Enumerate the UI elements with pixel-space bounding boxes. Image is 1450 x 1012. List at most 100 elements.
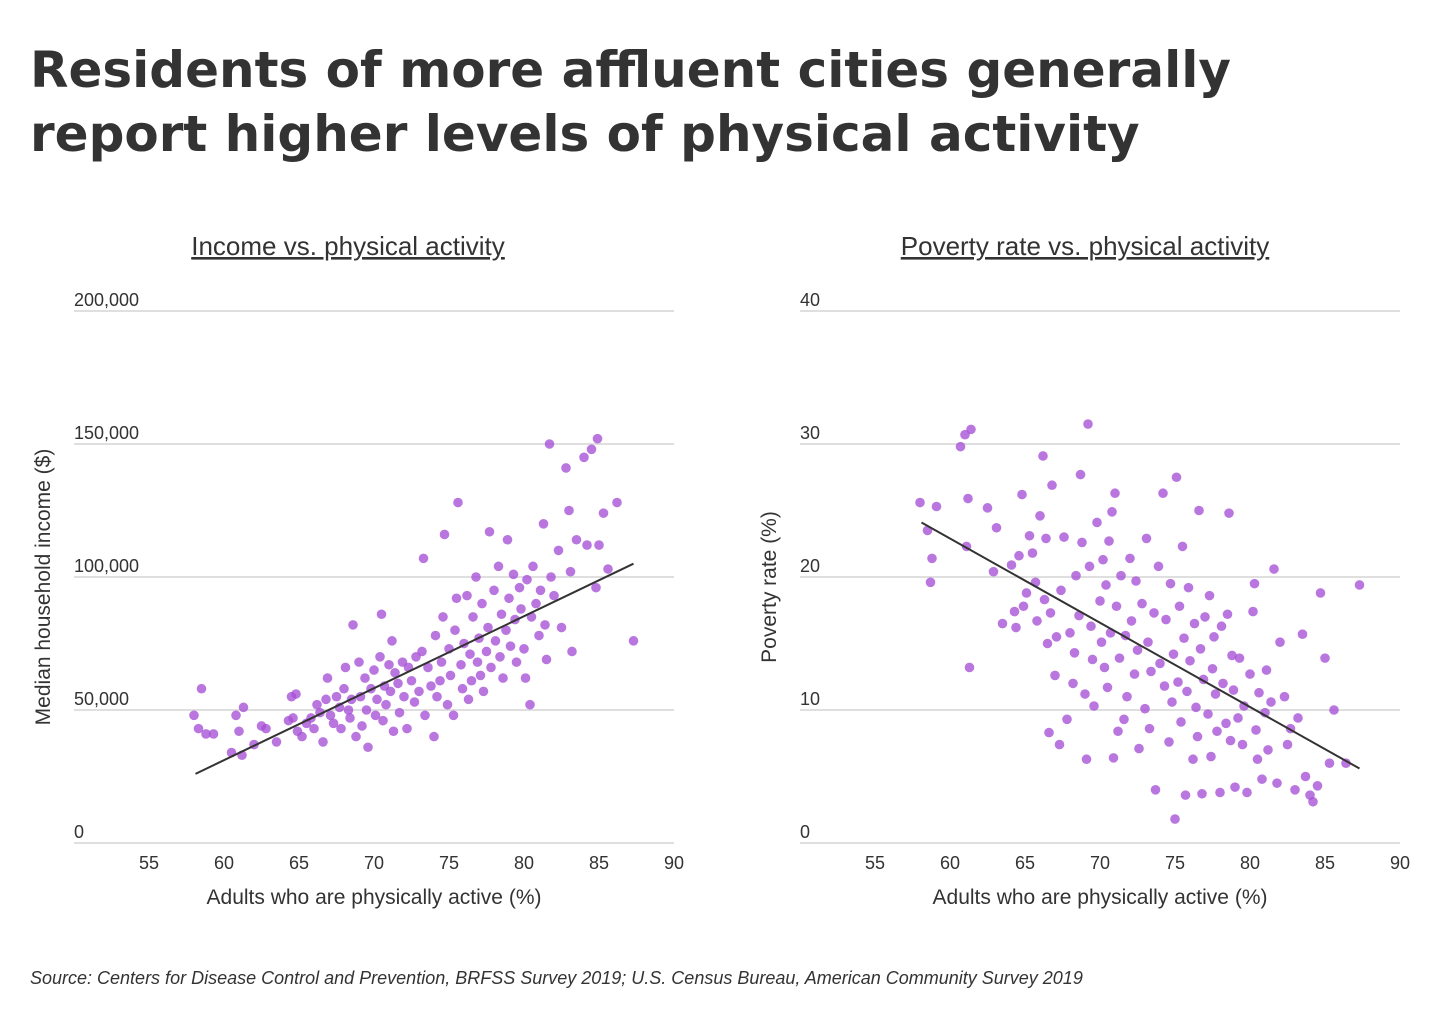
data-point: [1035, 511, 1045, 521]
data-point: [1188, 754, 1198, 765]
data-point: [1146, 666, 1156, 677]
data-point: [525, 699, 535, 710]
x-tick-label: 65: [289, 853, 309, 873]
data-point: [531, 598, 541, 609]
data-point: [553, 545, 564, 556]
data-point: [505, 641, 516, 651]
data-point: [1261, 665, 1272, 675]
data-point: [339, 683, 349, 694]
y-tick-label: 20: [800, 556, 820, 576]
data-point: [1051, 632, 1062, 642]
source-note: Source: Centers for Disease Control and …: [30, 968, 1083, 988]
data-point: [234, 726, 244, 737]
data-point: [435, 675, 445, 686]
data-point: [964, 662, 975, 673]
data-point: [598, 508, 609, 518]
data-point: [343, 705, 354, 715]
data-point: [406, 675, 417, 686]
data-point: [1161, 614, 1171, 625]
data-point: [1225, 735, 1236, 746]
data-point: [1320, 653, 1330, 663]
data-point: [1206, 751, 1216, 762]
data-point: [586, 444, 597, 455]
data-point: [481, 646, 492, 657]
data-point: [1312, 781, 1323, 791]
data-point: [1134, 743, 1144, 754]
data-point: [1263, 745, 1273, 755]
data-point: [927, 553, 937, 564]
data-point: [561, 463, 571, 473]
data-point: [423, 662, 433, 673]
data-point: [363, 742, 373, 753]
x-axis-label: Adults who are physically active (%): [207, 886, 542, 909]
data-point: [189, 710, 199, 721]
data-point: [351, 731, 361, 742]
data-point: [564, 505, 574, 516]
x-tick-label: 85: [1315, 853, 1335, 873]
data-point: [451, 593, 462, 604]
data-point: [541, 654, 552, 665]
data-point: [325, 710, 336, 721]
data-point: [1279, 691, 1290, 702]
data-point: [1168, 649, 1179, 659]
data-point: [502, 534, 513, 545]
data-point: [1054, 739, 1065, 750]
data-point: [1179, 633, 1189, 643]
data-point: [1071, 570, 1081, 581]
data-point: [1116, 570, 1126, 581]
data-point: [538, 519, 549, 529]
data-point: [915, 497, 925, 508]
data-point: [1222, 609, 1233, 620]
data-point: [931, 501, 942, 512]
data-point: [475, 670, 486, 681]
data-point: [501, 625, 511, 635]
data-point: [1215, 787, 1225, 798]
data-point: [1155, 658, 1165, 669]
data-point: [1195, 644, 1206, 654]
data-point: [331, 691, 342, 702]
data-point: [463, 694, 474, 705]
data-point: [322, 673, 333, 683]
data-point: [534, 630, 544, 641]
data-point: [1269, 564, 1279, 574]
data-point: [477, 598, 487, 609]
data-point: [457, 683, 468, 694]
data-point: [1092, 517, 1102, 528]
data-point: [438, 612, 448, 622]
x-tick-label: 60: [214, 853, 234, 873]
data-point: [1210, 689, 1221, 699]
data-point: [1297, 629, 1308, 639]
data-point: [519, 644, 529, 654]
data-point: [483, 622, 493, 633]
data-point: [1266, 697, 1276, 707]
data-point: [1042, 638, 1053, 649]
data-point: [1047, 480, 1057, 491]
data-point: [535, 585, 546, 596]
y-tick-label: 10: [800, 689, 820, 709]
data-point: [1096, 637, 1107, 647]
chart-title: Poverty rate vs. physical activity: [901, 231, 1269, 261]
data-point: [378, 715, 388, 726]
data-point: [1045, 608, 1056, 618]
x-tick-label: 75: [439, 853, 459, 873]
data-point: [1182, 686, 1192, 697]
data-point: [409, 697, 420, 707]
data-point: [414, 686, 424, 697]
data-point: [393, 678, 403, 689]
data-point: [1293, 713, 1303, 723]
data-point: [1207, 663, 1218, 674]
data-point: [1084, 561, 1095, 572]
data-point: [1218, 678, 1228, 689]
data-point: [498, 673, 508, 683]
data-point: [399, 691, 409, 702]
trend-line: [921, 521, 1360, 770]
data-point: [1203, 709, 1213, 719]
data-point: [462, 590, 472, 601]
data-point: [238, 702, 249, 713]
data-point: [1062, 714, 1072, 725]
data-point: [955, 441, 966, 452]
data-point: [453, 497, 463, 508]
data-point: [1150, 785, 1161, 795]
data-point: [1014, 550, 1024, 561]
data-point: [231, 710, 241, 721]
